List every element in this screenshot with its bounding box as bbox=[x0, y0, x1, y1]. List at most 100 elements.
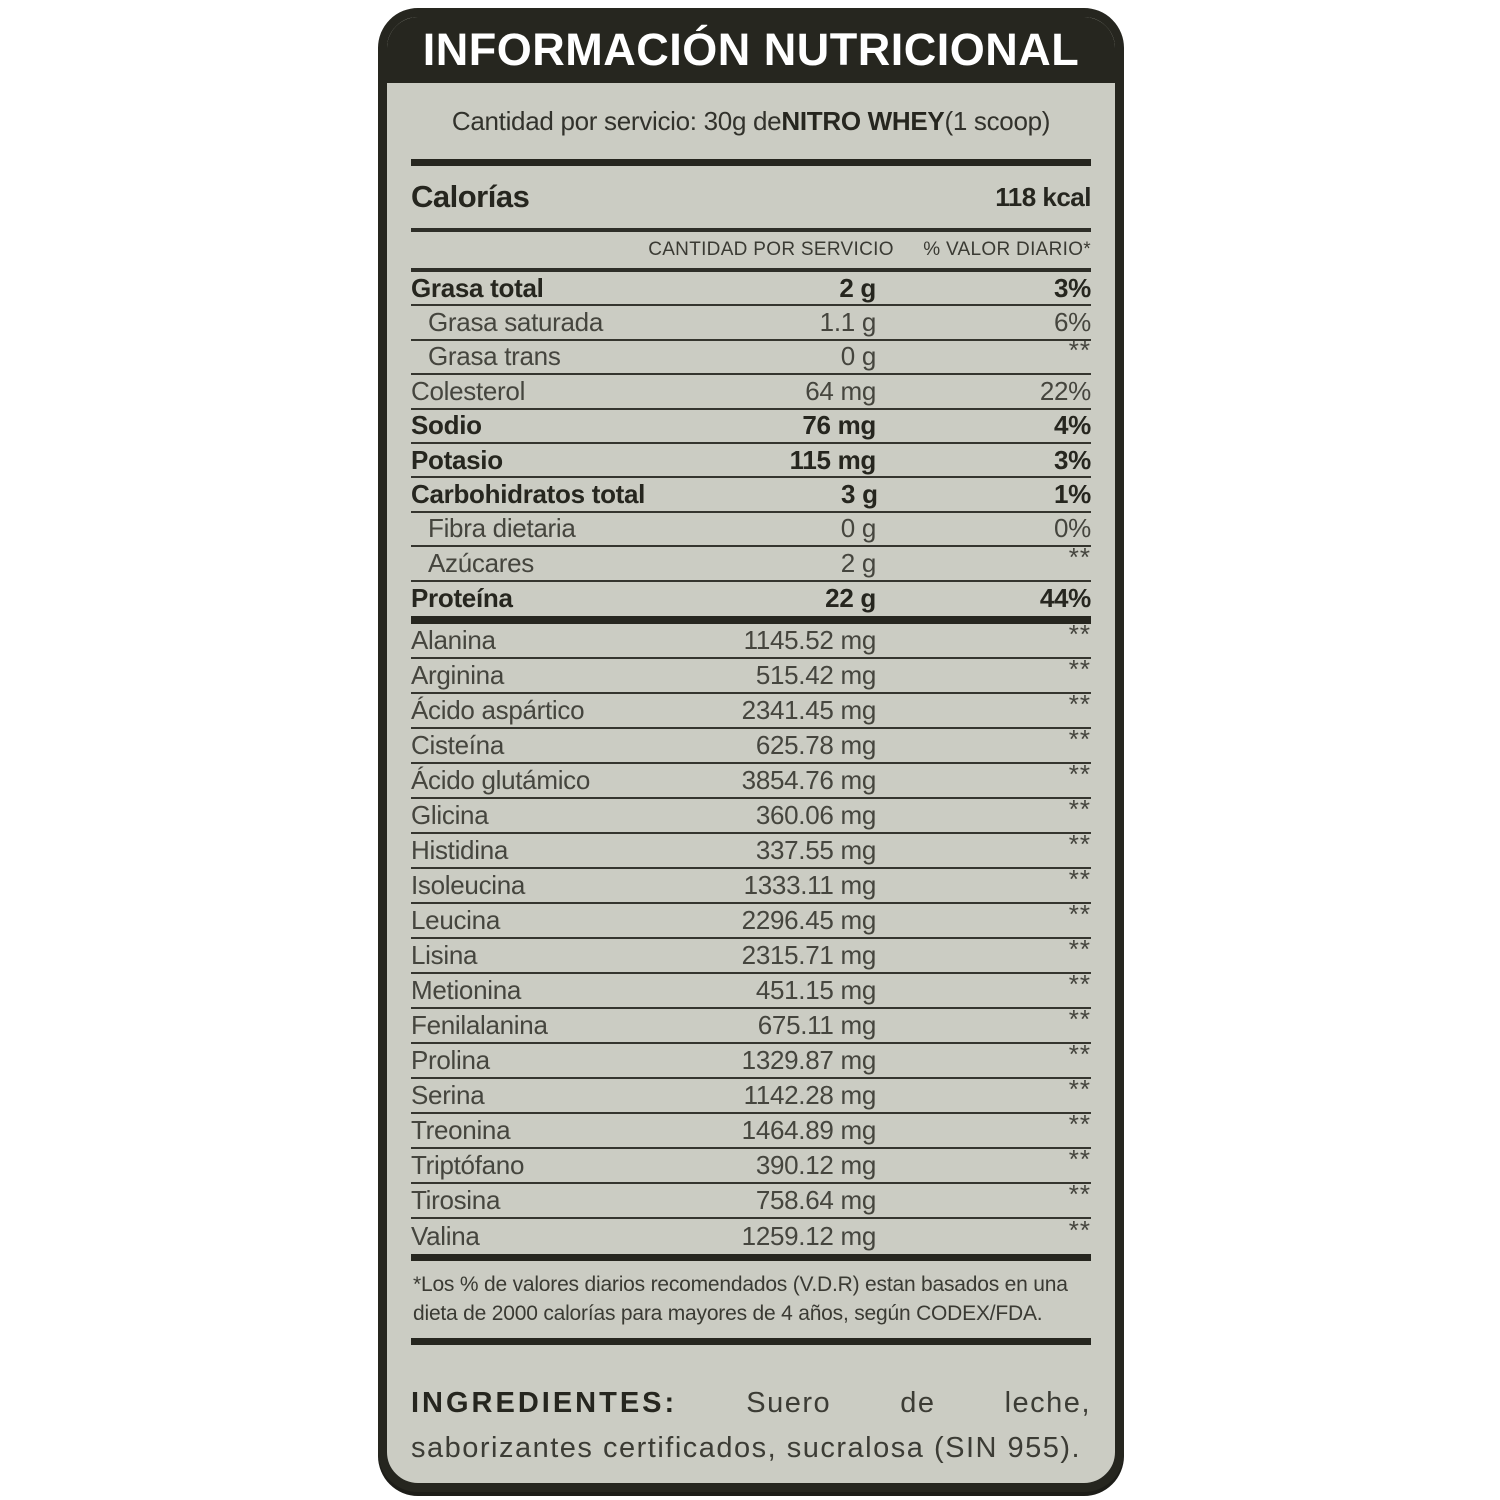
nutrient-amount: 64 mg bbox=[805, 375, 876, 406]
table-row: Potasio 115 mg 3% bbox=[411, 444, 1091, 479]
nutrient-amount: 1.1 g bbox=[819, 307, 877, 338]
nutrient-amount: 2 g bbox=[840, 547, 877, 578]
nutrients-table: Grasa total 2 g 3% Grasa saturada 1.1 g 6% Gra… bbox=[411, 272, 1091, 616]
nutrient-daily-value: ** bbox=[1068, 1108, 1091, 1139]
nutrient-amount: 758.64 mg bbox=[755, 1184, 876, 1215]
nutrient-daily-value: 1% bbox=[1054, 479, 1091, 510]
divider-bar-footnote-bottom bbox=[411, 1337, 1091, 1345]
nutrient-daily-value: 3% bbox=[1054, 272, 1091, 303]
nutrient-daily-value: ** bbox=[1068, 335, 1091, 366]
table-row: Arginina 515.42 mg ** bbox=[411, 654, 1091, 694]
nutrient-name: Leucina bbox=[411, 904, 500, 935]
table-row: Triptófano 390.12 mg ** bbox=[411, 1144, 1091, 1184]
nutrient-name: Grasa trans bbox=[428, 341, 561, 372]
table-row: Histidina 337.55 mg ** bbox=[411, 829, 1091, 869]
label-content: Cantidad por servicio: 30g de NITRO WHEY… bbox=[387, 83, 1115, 1471]
divider-bar-middle bbox=[411, 615, 1091, 624]
nutrient-amount: 2341.45 mg bbox=[741, 694, 877, 725]
double-line bbox=[411, 268, 1091, 272]
nutrient-amount: 1259.12 mg bbox=[741, 1220, 877, 1251]
nutrient-name: Triptófano bbox=[411, 1149, 525, 1180]
nutrient-name: Isoleucina bbox=[411, 869, 526, 900]
table-row: Carbohidratos total 3 g 1% bbox=[411, 478, 1091, 513]
nutrient-amount: 390.12 mg bbox=[755, 1149, 876, 1180]
calories-label: Calorías bbox=[411, 179, 530, 214]
nutrient-daily-value: 6% bbox=[1054, 307, 1091, 338]
table-row: Glicina 360.06 mg ** bbox=[411, 794, 1091, 834]
nutrient-name: Valina bbox=[411, 1220, 480, 1251]
column-header-amount: CANTIDAD POR SERVICIO bbox=[648, 239, 894, 260]
nutrient-name: Fenilalanina bbox=[411, 1009, 548, 1040]
nutrient-daily-value: 0% bbox=[1054, 513, 1091, 544]
calories-row: Calorías 118 kcal bbox=[411, 166, 1091, 228]
table-row: Sodio 76 mg 4% bbox=[411, 410, 1091, 444]
table-row: Serina 1142.28 mg ** bbox=[411, 1074, 1091, 1114]
nutrient-amount: 0 g bbox=[840, 513, 877, 544]
nutrient-name: Ácido aspártico bbox=[411, 694, 585, 725]
nutrient-amount: 1145.52 mg bbox=[743, 624, 877, 655]
nutrient-daily-value: 4% bbox=[1054, 410, 1091, 441]
nutrient-name: Grasa total bbox=[411, 272, 544, 303]
table-row: Valina 1259.12 mg ** bbox=[411, 1215, 1091, 1254]
nutrient-daily-value: ** bbox=[1068, 968, 1091, 999]
serving-prefix: Cantidad por servicio: 30g de bbox=[451, 105, 782, 136]
nutrient-name: Colesterol bbox=[411, 375, 526, 406]
nutrient-daily-value: ** bbox=[1068, 933, 1091, 964]
double-line bbox=[411, 228, 1091, 232]
nutrient-name: Histidina bbox=[411, 834, 509, 865]
ingredients-label: INGREDIENTES: bbox=[411, 1386, 678, 1419]
nutrient-daily-value: ** bbox=[1068, 1214, 1091, 1245]
nutrient-amount: 1464.89 mg bbox=[741, 1114, 877, 1145]
nutrient-name: Potasio bbox=[411, 444, 503, 475]
table-row: Tirosina 758.64 mg ** bbox=[411, 1179, 1091, 1219]
nutrient-daily-value: ** bbox=[1068, 723, 1091, 754]
nutrient-daily-value: ** bbox=[1068, 541, 1091, 572]
ingredients-paragraph: INGREDIENTES: Suero de leche, saborizant… bbox=[411, 1381, 1091, 1471]
amino-acids-table: Alanina 1145.52 mg ** Arginina 515.42 mg ** Ác… bbox=[411, 619, 1091, 1254]
nutrient-amount: 2315.71 mg bbox=[741, 939, 877, 970]
table-row: Grasa total 2 g 3% bbox=[411, 272, 1091, 307]
nutrient-name: Fibra dietaria bbox=[428, 513, 576, 544]
nutrient-amount: 76 mg bbox=[802, 410, 876, 441]
nutrient-daily-value: ** bbox=[1068, 653, 1091, 684]
nutrient-daily-value: ** bbox=[1068, 898, 1091, 929]
nutrient-daily-value: ** bbox=[1068, 758, 1091, 789]
ingredients-text: Suero de leche, saborizantes certificado… bbox=[411, 1386, 1091, 1464]
nutrient-name: Prolina bbox=[411, 1044, 490, 1075]
nutrient-name: Glicina bbox=[411, 799, 489, 830]
nutrient-amount: 1333.11 mg bbox=[743, 869, 877, 900]
nutrient-daily-value: ** bbox=[1068, 863, 1091, 894]
nutrient-name: Carbohidratos total bbox=[411, 479, 646, 510]
nutrient-name: Grasa saturada bbox=[428, 307, 604, 338]
table-row: Metionina 451.15 mg ** bbox=[411, 969, 1091, 1009]
nutrient-amount: 115 mg bbox=[789, 444, 877, 475]
label-title: INFORMACIÓN NUTRICIONAL bbox=[422, 24, 1080, 75]
nutrient-name: Ácido glutámico bbox=[411, 764, 591, 795]
nutrient-amount: 2296.45 mg bbox=[741, 904, 877, 935]
divider-bar-top bbox=[411, 159, 1091, 166]
nutrient-name: Proteína bbox=[411, 583, 513, 614]
table-row: Ácido aspártico 2341.45 mg ** bbox=[411, 689, 1091, 729]
table-row: Prolina 1329.87 mg ** bbox=[411, 1039, 1091, 1079]
table-row: Treonina 1464.89 mg ** bbox=[411, 1109, 1091, 1149]
nutrient-amount: 3 g bbox=[841, 479, 878, 510]
nutrient-daily-value: ** bbox=[1068, 1178, 1091, 1209]
nutrient-name: Metionina bbox=[411, 974, 522, 1005]
nutrient-amount: 337.55 mg bbox=[755, 834, 876, 865]
nutrient-daily-value: ** bbox=[1068, 1143, 1091, 1174]
table-row: Grasa saturada 1.1 g 6% bbox=[411, 306, 1091, 341]
nutrient-amount: 625.78 mg bbox=[755, 729, 876, 760]
nutrient-amount: 360.06 mg bbox=[755, 799, 876, 830]
nutrient-name: Lisina bbox=[411, 939, 478, 970]
nutrient-daily-value: ** bbox=[1068, 793, 1091, 824]
nutrient-amount: 3854.76 mg bbox=[741, 764, 877, 795]
serving-suffix: (1 scoop) bbox=[944, 105, 1051, 136]
table-row: Proteína 22 g 44% bbox=[411, 582, 1091, 616]
table-row: Fenilalanina 675.11 mg ** bbox=[411, 1004, 1091, 1044]
nutrient-daily-value: ** bbox=[1068, 1003, 1091, 1034]
nutrient-name: Cisteína bbox=[411, 729, 504, 760]
table-row: Azúcares 2 g ** bbox=[411, 542, 1091, 582]
table-row: Colesterol 64 mg 22% bbox=[411, 375, 1091, 410]
daily-value-footnote: *Los % de valores diarios recomendados (… bbox=[413, 1272, 1068, 1325]
nutrient-name: Alanina bbox=[411, 624, 496, 655]
